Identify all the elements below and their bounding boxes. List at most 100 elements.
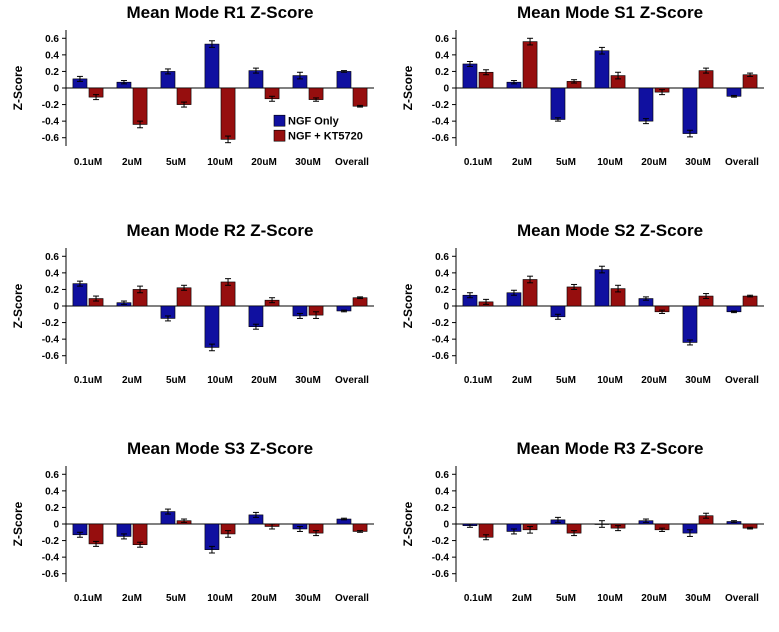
chart-panel-1: Mean Mode R1 Z-Score Z-Score 0.6 0.4 0.2 0 -0.… [11,3,374,168]
y-tick-label: -0.4 [42,553,60,564]
y-tick-label: -0.4 [432,553,450,564]
x-category-label: Overall [335,375,369,386]
x-category-label: 10uM [207,593,233,604]
bar-ngf-kt5720 [132,87,148,125]
bar-ngf-only [204,305,220,348]
y-tick-label: 0.6 [45,252,59,263]
bar-ngf-kt5720 [352,87,368,107]
chart-panel-6: Mean Mode R3 Z-Score Z-Score 0.6 0.4 0.2 0 -0.… [401,439,764,604]
y-tick-label: 0.4 [435,50,449,61]
bar-ngf-kt5720 [220,87,236,140]
bar-ngf-only [594,269,610,307]
legend-label: NGF + KT5720 [288,131,363,143]
x-category-label: 30uM [295,593,321,604]
y-axis-label: Z-Score [401,501,415,546]
y-tick-label: 0.4 [435,486,449,497]
bar-ngf-only [638,87,654,122]
y-tick-label: 0.6 [45,34,59,45]
y-tick-label: 0.4 [45,486,59,497]
y-axis-label: Z-Score [401,65,415,110]
y-tick-label: -0.6 [42,351,60,362]
x-category-label: 0.1uM [74,375,102,386]
y-tick-label: 0.6 [435,252,449,263]
x-category-label: 5uM [166,375,186,386]
y-tick-label: 0 [53,84,59,95]
legend-swatch [273,129,286,142]
x-category-label: 0.1uM [74,157,102,168]
y-tick-label: -0.2 [42,536,60,547]
x-category-label: 10uM [597,593,623,604]
bar-ngf-only [594,50,610,89]
y-tick-label: 0.6 [435,34,449,45]
legend: NGF Only NGF + KT5720 [272,111,372,146]
x-category-label: Overall [335,157,369,168]
bar-ngf-kt5720 [742,295,758,307]
y-tick-label: 0.6 [45,470,59,481]
bar-ngf-only [204,523,220,550]
x-category-label: 30uM [295,157,321,168]
x-category-label: 2uM [512,375,532,386]
x-category-label: 20uM [641,157,667,168]
legend-label: NGF Only [288,116,340,128]
y-tick-label: -0.2 [432,318,450,329]
x-category-label: 5uM [166,157,186,168]
bar-ngf-only [248,305,264,328]
x-category-label: 30uM [685,593,711,604]
y-tick-label: -0.2 [432,100,450,111]
bar-ngf-only [204,43,220,89]
chart-panel-2: Mean Mode S1 Z-Score Z-Score 0.6 0.4 0.2 0 -0.… [401,3,764,168]
y-tick-label: 0 [443,302,449,313]
x-category-label: 2uM [122,375,142,386]
y-axis-label: Z-Score [401,283,415,328]
chart-title: Mean Mode S2 Z-Score [517,221,703,240]
bar-ngf-kt5720 [522,41,538,89]
x-category-label: 20uM [641,593,667,604]
x-category-label: Overall [335,593,369,604]
chart-title: Mean Mode R1 Z-Score [126,3,313,22]
bar-ngf-only [462,63,478,89]
y-tick-label: 0.2 [45,503,59,514]
x-category-label: 10uM [207,375,233,386]
y-tick-label: 0.2 [435,285,449,296]
y-tick-label: -0.6 [42,569,60,580]
bar-ngf-only [682,305,698,343]
x-category-label: 0.1uM [464,593,492,604]
x-category-label: 20uM [251,157,277,168]
y-tick-label: -0.6 [432,351,450,362]
y-tick-label: 0.2 [45,285,59,296]
x-category-label: 20uM [251,375,277,386]
y-tick-label: -0.2 [42,100,60,111]
y-tick-label: -0.6 [432,569,450,580]
y-tick-label: 0 [443,520,449,531]
x-category-label: 0.1uM [464,157,492,168]
x-category-label: Overall [725,375,759,386]
y-tick-label: 0 [443,84,449,95]
y-axis-label: Z-Score [11,65,25,110]
x-category-label: 0.1uM [464,375,492,386]
chart-title: Mean Mode R2 Z-Score [126,221,313,240]
x-category-label: 5uM [556,157,576,168]
y-tick-label: 0.2 [45,67,59,78]
y-tick-label: 0.6 [435,470,449,481]
x-category-label: 2uM [512,593,532,604]
legend-box [272,111,372,146]
y-tick-label: 0.4 [45,268,59,279]
y-tick-label: -0.4 [42,117,60,128]
y-tick-label: -0.4 [432,117,450,128]
x-category-label: 2uM [512,157,532,168]
chart-title: Mean Mode S1 Z-Score [517,3,703,22]
y-tick-label: 0.2 [435,503,449,514]
chart-title: Mean Mode S3 Z-Score [127,439,313,458]
bar-ngf-kt5720 [132,523,148,546]
x-category-label: Overall [725,593,759,604]
x-category-label: 2uM [122,157,142,168]
bar-ngf-only [550,87,566,120]
chart-panel-5: Mean Mode S3 Z-Score Z-Score 0.6 0.4 0.2 0 -0.… [11,439,374,604]
y-tick-label: 0 [53,302,59,313]
chart-panel-4: Mean Mode S2 Z-Score Z-Score 0.6 0.4 0.2 0 -0.… [401,221,764,386]
x-category-label: 20uM [641,375,667,386]
x-category-label: 0.1uM [74,593,102,604]
y-axis-label: Z-Score [11,283,25,328]
y-tick-label: -0.2 [432,536,450,547]
